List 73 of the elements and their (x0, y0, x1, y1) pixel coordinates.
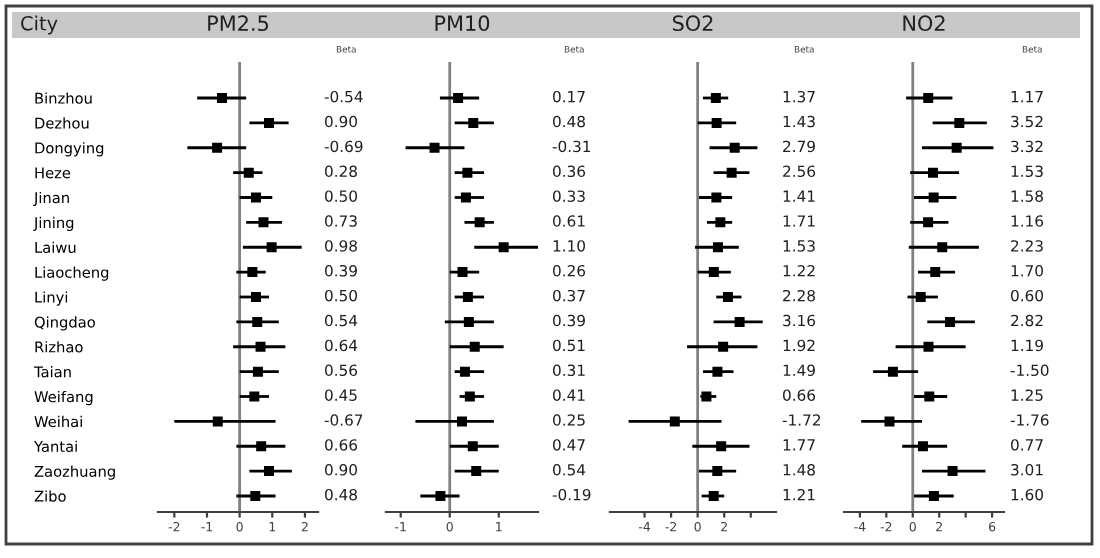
point (729, 142, 740, 153)
point (937, 242, 948, 253)
point (266, 242, 277, 253)
point (722, 292, 733, 302)
point (467, 441, 478, 452)
point (252, 316, 263, 327)
point (457, 416, 467, 427)
chart-title: NO2 (903, 15, 945, 32)
point (930, 267, 941, 278)
point (255, 341, 266, 352)
point (701, 391, 712, 402)
point (928, 491, 939, 501)
point (954, 117, 965, 128)
point (250, 192, 261, 203)
point (464, 391, 475, 402)
point (212, 142, 223, 153)
point (460, 192, 471, 203)
point (884, 416, 895, 427)
point (258, 217, 269, 228)
point (468, 117, 479, 128)
point (915, 292, 926, 302)
point (928, 192, 939, 203)
point (457, 267, 468, 278)
point (498, 242, 509, 253)
y-axis-title: City (21, 15, 58, 35)
point (716, 441, 727, 452)
point (923, 93, 934, 103)
point (947, 466, 958, 477)
point (712, 466, 723, 477)
point (726, 167, 737, 178)
point (923, 341, 934, 352)
point (927, 167, 938, 178)
point (250, 292, 261, 302)
chart-title: PM2.5 (208, 15, 269, 32)
point (471, 466, 482, 477)
point (924, 391, 935, 402)
point (217, 93, 227, 103)
point (469, 341, 480, 352)
point (256, 441, 267, 452)
point (708, 267, 719, 278)
point (711, 192, 722, 203)
point (247, 267, 258, 278)
point (710, 93, 721, 103)
chart-title: PM10 (435, 15, 490, 32)
point (951, 142, 962, 153)
point (708, 491, 719, 501)
point (734, 316, 745, 327)
point (712, 366, 723, 377)
point (669, 416, 680, 427)
point (917, 441, 928, 452)
point (459, 366, 470, 377)
point (923, 217, 934, 228)
point (212, 416, 223, 427)
point (718, 341, 729, 352)
point (462, 167, 473, 178)
point (249, 391, 260, 402)
point (462, 292, 473, 302)
point (474, 217, 485, 228)
point (435, 491, 446, 501)
point (711, 117, 722, 128)
point (945, 316, 956, 327)
point (887, 366, 898, 377)
chart-title: SO2 (672, 15, 713, 32)
point (463, 316, 474, 327)
point (453, 93, 464, 103)
point (715, 217, 726, 228)
point (250, 491, 261, 501)
point (252, 366, 263, 377)
point (264, 466, 275, 477)
point (264, 117, 275, 128)
point (243, 167, 254, 178)
point (429, 142, 440, 153)
point (712, 242, 723, 253)
